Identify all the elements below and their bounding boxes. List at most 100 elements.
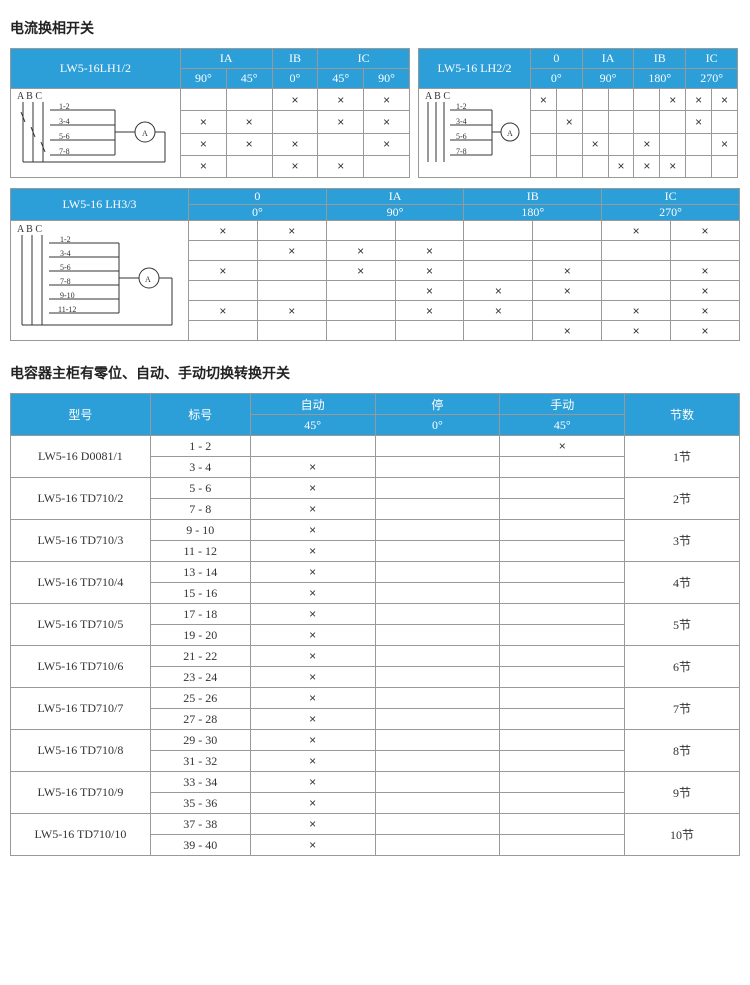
cap-angle-stop: 0° <box>375 415 500 436</box>
cell <box>712 155 738 177</box>
cell <box>464 321 533 341</box>
cell <box>226 89 272 111</box>
svg-text:3-4: 3-4 <box>60 249 71 258</box>
cell: × <box>272 155 318 177</box>
t3-diagram: A B C 1-2 3-4 5-6 7-8 9-10 11-12 A <box>11 221 189 341</box>
t2-angle: 90° <box>582 69 634 89</box>
cell <box>257 321 326 341</box>
cap-sections: 7节 <box>625 688 740 730</box>
cap-model: LW5-16 D0081/1 <box>11 436 151 478</box>
cap-cell: × <box>250 730 375 751</box>
cap-h-auto: 自动 <box>250 394 375 415</box>
cap-sections: 2节 <box>625 478 740 520</box>
t1-angle: 90° <box>364 69 410 89</box>
cell <box>602 261 671 281</box>
cap-mark: 15 - 16 <box>150 583 250 604</box>
svg-text:7-8: 7-8 <box>456 147 467 156</box>
t2-diagram: A B C 1-2 3-4 5-6 7-8 A <box>419 89 531 178</box>
cap-mark: 35 - 36 <box>150 793 250 814</box>
svg-text:3-4: 3-4 <box>59 117 70 126</box>
abc-label: A B C <box>13 91 178 102</box>
cell <box>556 133 582 155</box>
cap-cell <box>375 583 500 604</box>
cell <box>660 133 686 155</box>
abc-label: A B C <box>421 91 528 102</box>
cell: × <box>180 111 226 133</box>
cap-h-mark: 标号 <box>150 394 250 436</box>
cell <box>608 111 634 133</box>
cell <box>634 89 660 111</box>
cap-cell <box>500 835 625 856</box>
cap-sections: 3节 <box>625 520 740 562</box>
cell: × <box>686 111 712 133</box>
cap-mark: 31 - 32 <box>150 751 250 772</box>
cell: × <box>318 155 364 177</box>
cap-cell: × <box>250 688 375 709</box>
t3-col: 0 <box>188 189 326 205</box>
cap-cell <box>500 583 625 604</box>
cell <box>582 111 608 133</box>
cell: × <box>533 321 602 341</box>
cap-cell <box>500 688 625 709</box>
cell: × <box>712 133 738 155</box>
cell: × <box>533 281 602 301</box>
cell: × <box>188 301 257 321</box>
cell: × <box>257 221 326 241</box>
cap-sections: 10节 <box>625 814 740 856</box>
svg-text:3-4: 3-4 <box>456 117 467 126</box>
cell <box>188 241 257 261</box>
cell <box>326 221 395 241</box>
cap-cell: × <box>250 520 375 541</box>
cap-cell: × <box>250 793 375 814</box>
cap-cell: × <box>250 751 375 772</box>
t2-angle: 0° <box>530 69 582 89</box>
t3-angle: 90° <box>326 205 464 221</box>
cap-angle-manual: 45° <box>500 415 625 436</box>
cap-cell <box>500 520 625 541</box>
cap-cell <box>375 709 500 730</box>
cell: × <box>660 89 686 111</box>
cap-cell <box>500 730 625 751</box>
cell <box>608 133 634 155</box>
cell <box>530 155 556 177</box>
cap-angle-auto: 45° <box>250 415 375 436</box>
cell: × <box>712 89 738 111</box>
cell <box>257 261 326 281</box>
cap-cell <box>500 457 625 478</box>
cell <box>712 111 738 133</box>
t2-angle: 270° <box>686 69 738 89</box>
table-lh3: LW5-16 LH3/3 0 IA IB IC 0° 90° 180° 270°… <box>10 188 740 341</box>
cap-model: LW5-16 TD710/6 <box>11 646 151 688</box>
cap-model: LW5-16 TD710/4 <box>11 562 151 604</box>
cell: × <box>634 155 660 177</box>
cap-cell: × <box>250 625 375 646</box>
cell: × <box>364 133 410 155</box>
cap-cell <box>375 520 500 541</box>
cell: × <box>530 89 556 111</box>
cap-cell <box>375 814 500 835</box>
cell <box>326 321 395 341</box>
cell <box>272 111 318 133</box>
section-title-2: 电容器主柜有零位、自动、手动切换转换开关 <box>10 363 740 383</box>
cell <box>686 133 712 155</box>
cap-cell <box>375 730 500 751</box>
svg-text:A: A <box>145 275 151 284</box>
cap-mark: 25 - 26 <box>150 688 250 709</box>
t1-col-ic: IC <box>318 49 410 69</box>
cell: × <box>533 261 602 281</box>
svg-text:9-10: 9-10 <box>60 291 75 300</box>
cap-cell <box>375 562 500 583</box>
cap-cell: × <box>250 562 375 583</box>
cell <box>395 321 464 341</box>
cell: × <box>671 221 740 241</box>
cap-cell: × <box>250 667 375 688</box>
cap-mark: 17 - 18 <box>150 604 250 625</box>
cell: × <box>364 111 410 133</box>
cell: × <box>364 89 410 111</box>
cap-cell <box>375 646 500 667</box>
cap-mark: 39 - 40 <box>150 835 250 856</box>
cell <box>533 221 602 241</box>
cap-mark: 9 - 10 <box>150 520 250 541</box>
cap-model: LW5-16 TD710/3 <box>11 520 151 562</box>
cell <box>533 241 602 261</box>
